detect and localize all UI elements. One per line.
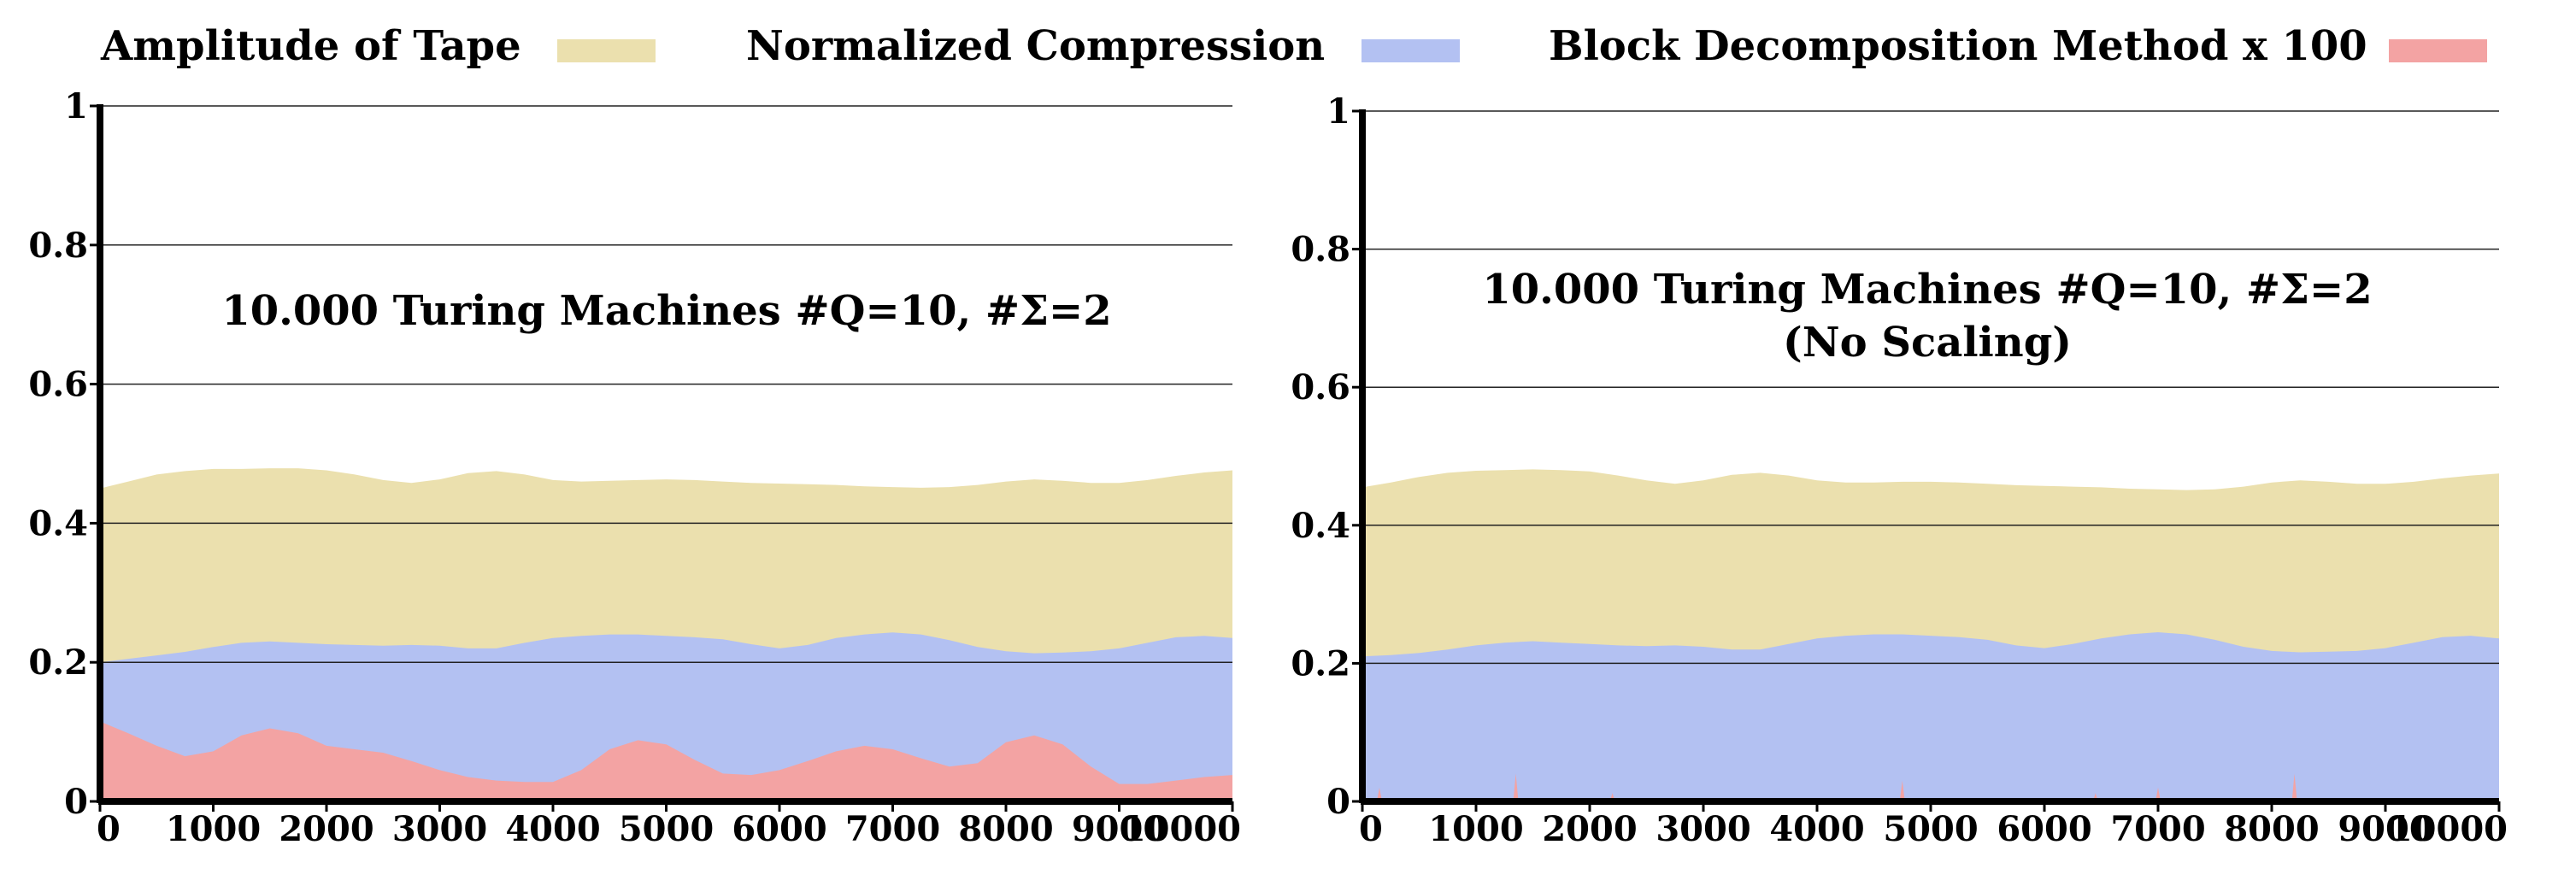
x-tick-label: 8000 [958, 809, 1053, 849]
y-tick-label: 0.6 [1291, 367, 1350, 408]
x-tick-label: 1000 [166, 809, 261, 849]
y-tick-label: 0.2 [28, 642, 88, 683]
legend-label-bdm: Block Decomposition Method x 100 [1549, 22, 2367, 70]
chart-right: 0 0.2 0.4 0.6 0.8 1 0 1000 2000 3000 4000 5000 6000 7… [1291, 91, 2508, 849]
y-tick-label: 1 [64, 86, 88, 126]
x-tick-label: 9000 [2338, 809, 2432, 849]
x-tick-label: 5000 [1883, 809, 1978, 849]
x-tick-label: 8000 [2224, 809, 2319, 849]
x-tick-label: 3000 [392, 809, 487, 849]
bdm-spike-1 [1376, 787, 1382, 801]
chart-left: 0 0.2 0.4 0.6 0.8 1 0 1000 2000 3000 4000 5000 6000 7… [28, 86, 1241, 849]
x-tick-label: 0 [1359, 809, 1383, 849]
y-tick-label: 0 [64, 782, 88, 822]
area-series-2 [1362, 632, 2499, 801]
x-tick-label: 10000 [1122, 809, 1241, 849]
chart-title: 10.000 Turing Machines #Q=10, #Σ=2 [221, 287, 1111, 335]
x-tick-label: 1000 [1428, 809, 1523, 849]
x-tick-label: 10000 [2389, 809, 2508, 849]
bdm-spike-2 [1513, 773, 1519, 801]
y-tick-label: 1 [1326, 91, 1350, 132]
x-tick-label: 5000 [619, 809, 714, 849]
x-tick-label: 7000 [2110, 809, 2205, 849]
x-tick-label: 2000 [1542, 809, 1637, 849]
legend-swatch-bdm [2389, 39, 2487, 62]
bdm-spike-7 [2291, 773, 2297, 801]
x-tick-label: 9000 [1072, 809, 1167, 849]
x-tick-label: 6000 [1997, 809, 2091, 849]
area-series-3 [100, 721, 1232, 801]
x-tick-label: 7000 [845, 809, 940, 849]
chart-subtitle: (No Scaling) [1783, 319, 2072, 367]
legend: Amplitude of Tape Normalized Compression… [100, 22, 2487, 70]
x-tick-label: 6000 [732, 809, 826, 849]
y-tick-label: 0 [1326, 782, 1350, 822]
y-tick-label: 0.8 [1291, 230, 1350, 270]
legend-label-compression: Normalized Compression [746, 22, 1325, 70]
bdm-spike-4 [1899, 780, 1905, 801]
x-tick-label: 4000 [1769, 809, 1864, 849]
legend-swatch-amplitude [557, 39, 656, 62]
legend-label-amplitude: Amplitude of Tape [100, 22, 521, 70]
chart-title: 10.000 Turing Machines #Q=10, #Σ=2 [1482, 266, 2372, 314]
y-tick-label: 0.4 [1291, 506, 1350, 546]
x-tick-label: 4000 [505, 809, 600, 849]
x-tick-label: 2000 [279, 809, 373, 849]
x-tick-label: 0 [97, 809, 121, 849]
y-tick-label: 0.6 [28, 365, 88, 405]
legend-swatch-compression [1362, 39, 1460, 62]
y-tick-label: 0.2 [1291, 643, 1350, 683]
bdm-spike-6 [2155, 787, 2161, 801]
y-tick-label: 0.4 [28, 503, 88, 543]
y-tick-label: 0.8 [28, 226, 88, 266]
x-tick-label: 3000 [1656, 809, 1750, 849]
